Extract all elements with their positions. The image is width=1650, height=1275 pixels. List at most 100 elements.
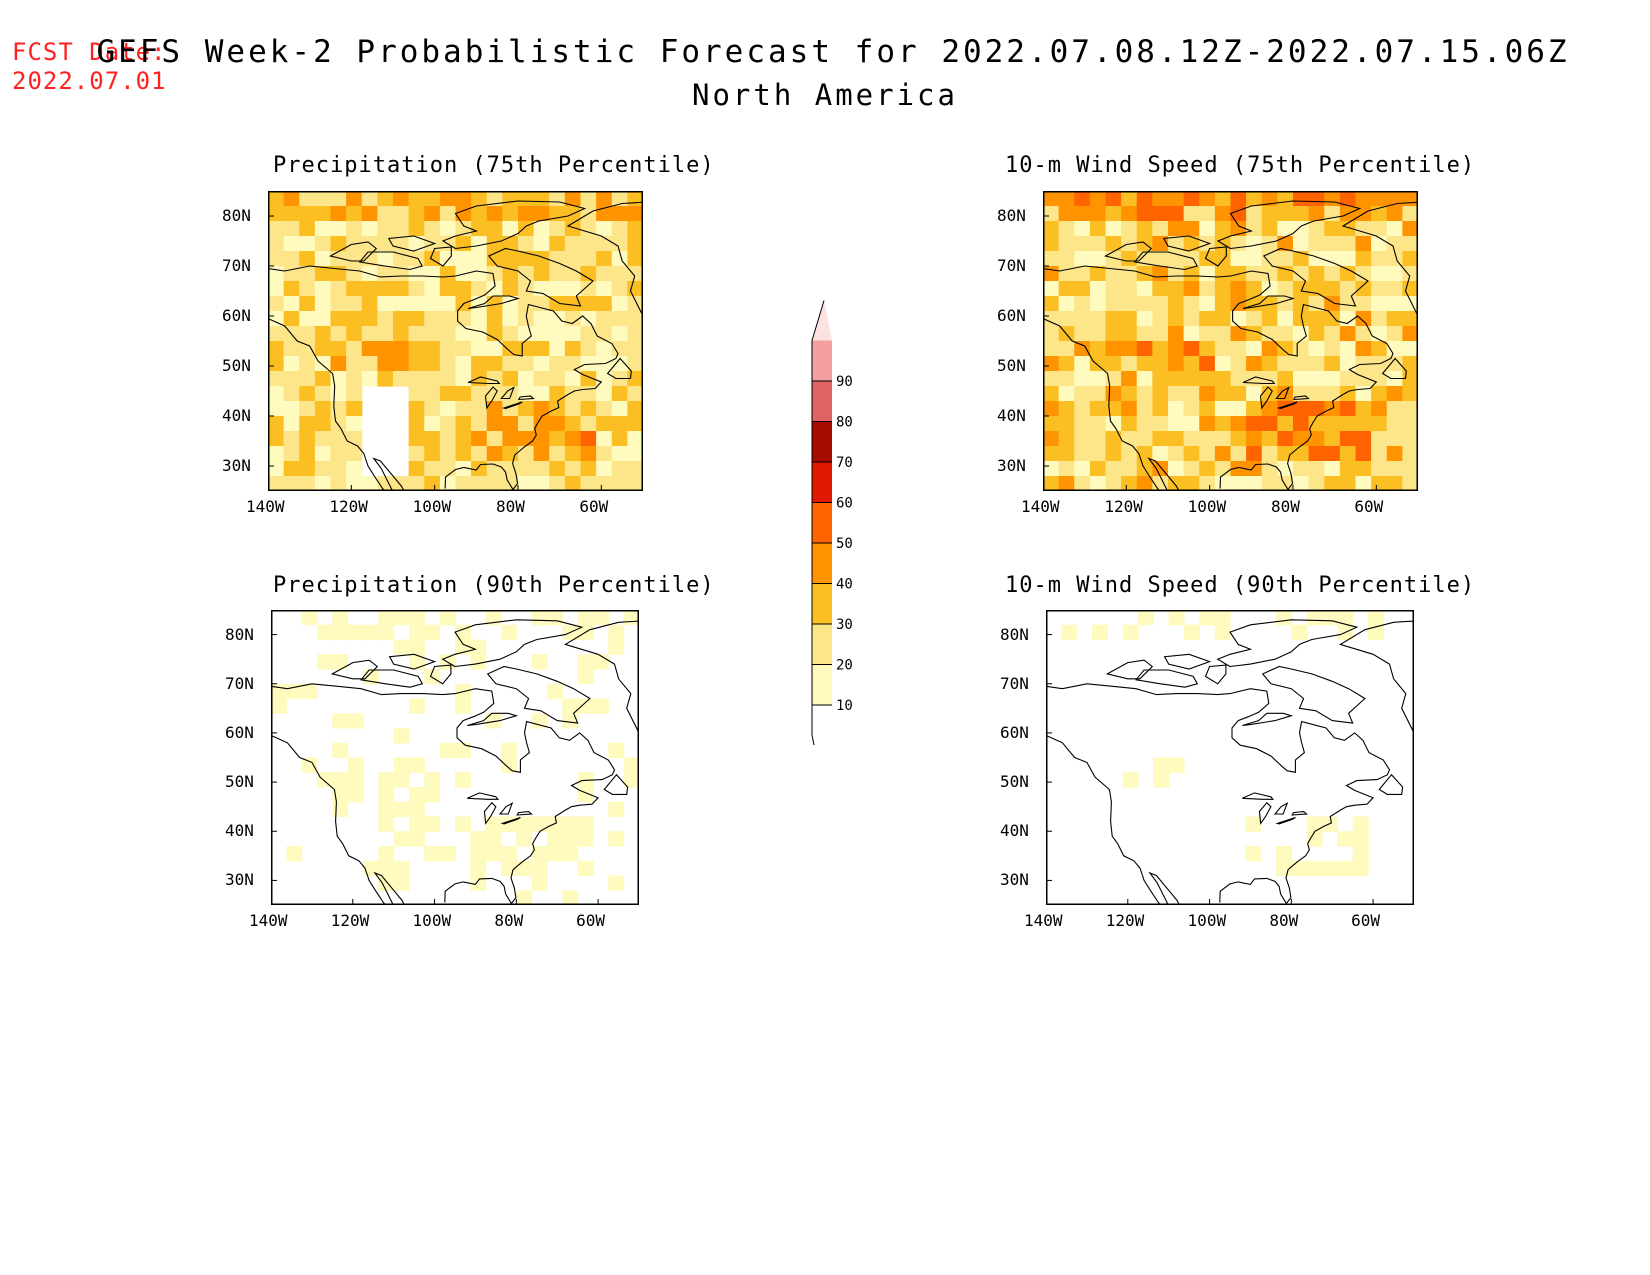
lat-tick-label: 50N [1000, 772, 1029, 792]
great-lake-outline [517, 395, 535, 401]
lon-tick-label: 140W [1021, 497, 1060, 516]
legend-level-label: 80 [836, 415, 853, 431]
legend-swatch [812, 624, 832, 665]
precip-75-map [268, 191, 643, 491]
lon-tick-label: 140W [249, 911, 288, 930]
lat-tick-label: 40N [997, 406, 1026, 425]
forecast-date-block: FCST Date: 2022.07.01 [12, 38, 167, 96]
lon-tick-label: 80W [496, 497, 525, 516]
island-outline [1378, 773, 1404, 795]
legend-lower-wedge [811, 705, 815, 746]
island-outline [429, 664, 452, 685]
wind-90-map [1046, 610, 1414, 905]
island-outline [1242, 295, 1295, 310]
island-outline [467, 712, 519, 727]
legend-level-label: 50 [836, 536, 853, 552]
island-outline [1261, 665, 1366, 724]
lon-tick-label: 60W [1351, 911, 1381, 930]
island-outline [1381, 357, 1407, 380]
west-coastline [1046, 734, 1181, 905]
great-lake-outline [1275, 816, 1296, 825]
lon-tick-label: 100W [412, 497, 452, 516]
island-outline [1262, 247, 1369, 307]
precip-90-map [271, 610, 639, 905]
great-lake-outline [501, 401, 523, 410]
island-outline [441, 619, 584, 668]
island-outline [1341, 201, 1418, 317]
west-coastline [1043, 317, 1180, 491]
island-outline [1216, 200, 1362, 250]
legend-swatch [812, 421, 832, 462]
lon-tick-label: 100W [1187, 497, 1227, 516]
lon-tick-label: 80W [1271, 497, 1300, 516]
east-coastline [1046, 683, 1391, 905]
probability-field [1043, 191, 1418, 491]
great-lake-outline [1275, 386, 1290, 400]
lat-tick-label: 30N [997, 456, 1026, 475]
lon-tick-label: 80W [1269, 911, 1299, 930]
map-frame [268, 191, 643, 491]
east-coastline [1043, 265, 1394, 491]
island-outline [1105, 659, 1154, 680]
lat-tick-label: 80N [997, 206, 1026, 225]
lat-tick-label: 60N [997, 306, 1026, 325]
lat-tick-label: 30N [222, 456, 251, 475]
island-outline [1242, 712, 1294, 727]
forecast-date-label: FCST Date: [12, 38, 167, 66]
legend-level-label: 10 [836, 698, 853, 714]
great-lake-outline [1273, 801, 1289, 815]
island-outline [429, 246, 452, 267]
island-outline [1204, 246, 1227, 267]
lat-tick-label: 70N [997, 256, 1026, 275]
great-lake-outline [500, 816, 521, 825]
legend-level-label: 40 [836, 577, 853, 593]
page-subtitle: North America [692, 78, 958, 112]
great-lake-outline [516, 811, 533, 816]
island-outline [388, 653, 437, 670]
island-outline [564, 620, 639, 734]
legend-level-label: 70 [836, 455, 853, 471]
great-lake-outline [1259, 386, 1273, 410]
great-lake-outline [1276, 401, 1298, 410]
lat-tick-label: 50N [997, 356, 1026, 375]
lat-tick-label: 70N [222, 256, 251, 275]
legend-swatch [812, 340, 832, 381]
great-lake-outline [1291, 811, 1308, 816]
lon-tick-label: 100W [412, 911, 452, 930]
great-lake-outline [500, 386, 515, 400]
lon-tick-label: 60W [579, 497, 609, 516]
island-outline [330, 659, 379, 680]
panel-title-wind-75: 10-m Wind Speed (75th Percentile) [1005, 153, 1476, 178]
map-frame [271, 610, 639, 905]
great-lake-outline [484, 386, 498, 410]
great-lake-outline [1242, 792, 1275, 800]
legend-swatch [812, 381, 832, 422]
island-outline [566, 201, 643, 317]
legend-swatch [812, 664, 832, 705]
lon-tick-label: 120W [330, 911, 370, 930]
lon-tick-label: 140W [1024, 911, 1063, 930]
lat-tick-label: 80N [225, 624, 254, 644]
legend-swatch [812, 543, 832, 584]
lat-tick-label: 60N [1000, 722, 1029, 742]
lat-tick-label: 60N [225, 722, 254, 742]
east-coastline [268, 265, 619, 491]
lat-tick-label: 50N [222, 356, 251, 375]
island-outline [328, 241, 378, 262]
lat-tick-label: 60N [222, 306, 251, 325]
island-outline [606, 357, 632, 380]
lon-tick-label: 60W [576, 911, 606, 930]
legend-level-label: 20 [836, 658, 853, 674]
great-lake-outline [483, 801, 497, 825]
great-lake-outline [1258, 801, 1272, 825]
legend-level-label: 90 [836, 374, 853, 390]
lat-tick-label: 80N [1000, 624, 1029, 644]
legend-upper-wedge [812, 300, 832, 341]
legend-level-label: 60 [836, 496, 853, 512]
island-outline [1133, 251, 1199, 271]
island-outline [441, 200, 587, 250]
east-coastline [271, 683, 616, 905]
legend-swatch [812, 502, 832, 543]
lat-tick-label: 40N [222, 406, 251, 425]
island-outline [486, 665, 591, 724]
